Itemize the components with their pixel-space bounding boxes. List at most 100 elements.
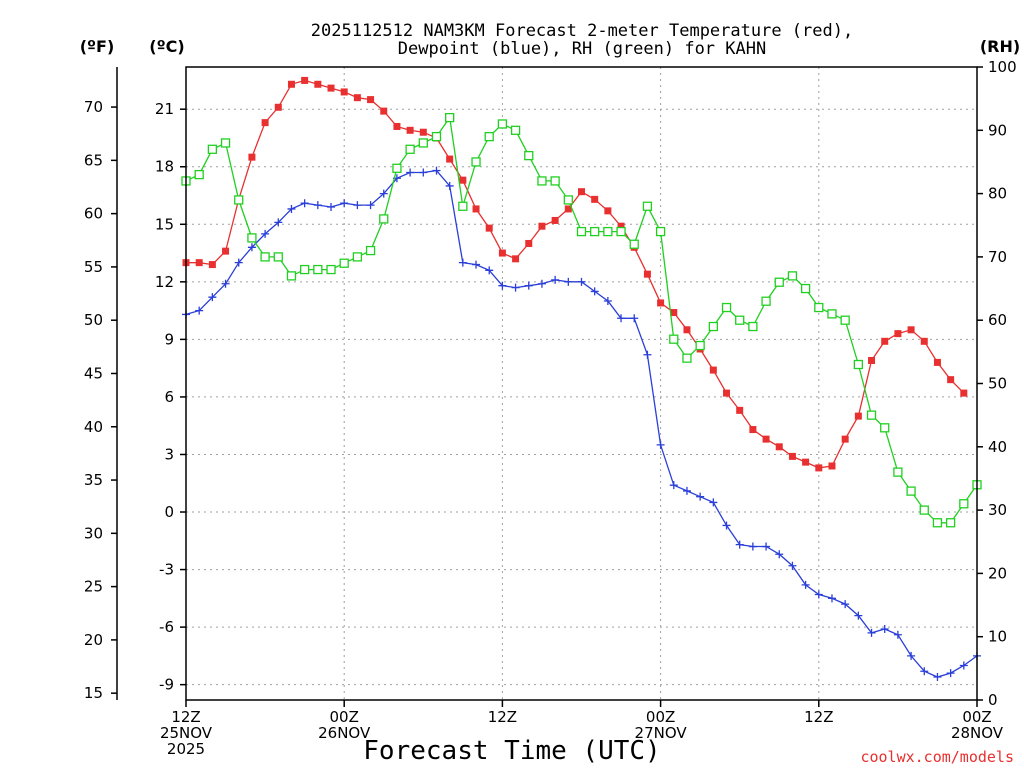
- dewpoint-point: [274, 218, 283, 227]
- dewpoint-point: [313, 201, 322, 210]
- rh-point: [814, 302, 824, 313]
- temperature-point: [248, 153, 256, 161]
- temperature-point: [340, 88, 348, 96]
- rh-point: [418, 138, 428, 148]
- rh-point: [669, 334, 679, 344]
- rh-point: [906, 486, 916, 496]
- temperature-point: [920, 337, 928, 345]
- rh-tick-label: 80: [988, 185, 1007, 203]
- temperature-point: [683, 326, 691, 334]
- dewpoint-point: [458, 258, 467, 267]
- series-line-dewpoint: [185, 169, 978, 678]
- fahrenheit-tick-label: 30: [84, 524, 103, 542]
- rh-tick-label: 50: [988, 375, 1007, 393]
- time-tick-label: 00Z: [646, 708, 675, 726]
- dewpoint-point: [261, 229, 270, 238]
- celsius-tick-label: -9: [159, 676, 174, 694]
- rh-point: [590, 226, 600, 237]
- fahrenheit-tick-label: 35: [84, 471, 103, 489]
- dewpoint-point: [907, 651, 916, 660]
- rh-point: [880, 423, 890, 433]
- temperature-point: [301, 76, 309, 84]
- grid-lines: [186, 67, 977, 700]
- dewpoint-point: [472, 260, 481, 269]
- rh-point: [326, 264, 336, 275]
- rh-point: [629, 239, 639, 249]
- dewpoint-point: [696, 492, 705, 501]
- temperature-point: [512, 255, 520, 263]
- rh-point: [827, 309, 837, 319]
- rh-point: [695, 340, 705, 351]
- temperature-point: [749, 426, 757, 434]
- temperature-point: [788, 452, 796, 460]
- rh-point: [247, 233, 257, 243]
- temperature-point: [208, 261, 216, 269]
- temperature-point: [815, 464, 823, 472]
- temperature-point: [367, 96, 375, 104]
- dewpoint-point: [511, 283, 520, 292]
- rh-point: [405, 144, 415, 154]
- temperature-point: [854, 412, 862, 420]
- dewpoint-point: [221, 279, 230, 288]
- celsius-tick-label: -6: [159, 618, 174, 636]
- dewpoint-point: [340, 199, 349, 208]
- fahrenheit-tick-label: 50: [84, 311, 103, 329]
- temperature-point: [498, 249, 506, 257]
- chart-title-line-1: 2025112512 NAM3KM Forecast 2-meter Tempe…: [311, 21, 853, 41]
- rh-point: [748, 321, 758, 332]
- fahrenheit-tick-label: 60: [84, 205, 103, 223]
- dewpoint-point: [854, 611, 863, 620]
- credit-text: coolwx.com/models: [860, 748, 1014, 766]
- celsius-tick-label: 6: [164, 388, 174, 406]
- temperature-point: [775, 443, 783, 451]
- rh-point: [893, 467, 903, 477]
- rh-point: [840, 315, 850, 325]
- time-tick-label: 00Z: [962, 708, 991, 726]
- dewpoint-point: [195, 306, 204, 315]
- rh-point: [945, 518, 956, 528]
- temperature-point: [960, 389, 968, 397]
- rh-point: [932, 518, 943, 528]
- dewpoint-point: [722, 521, 731, 530]
- plot-frame: [185, 66, 978, 701]
- rh-point: [471, 157, 481, 167]
- time-tick-label: 26NOV: [318, 724, 371, 742]
- temperature-point: [591, 195, 599, 203]
- rh-point: [365, 245, 376, 256]
- dewpoint-point: [946, 669, 955, 678]
- dewpoint-point: [590, 287, 599, 296]
- dewpoint-point: [880, 625, 889, 634]
- temperature-point: [604, 207, 612, 215]
- rh-point: [655, 226, 666, 237]
- series-rh: [181, 112, 982, 528]
- fahrenheit-tick-label: 45: [84, 364, 103, 382]
- celsius-tick-label: 18: [155, 158, 174, 176]
- temperature-point: [261, 119, 269, 127]
- rh-point: [286, 271, 297, 281]
- dewpoint-point: [775, 550, 784, 559]
- dewpoint-point: [867, 628, 876, 637]
- rh-point: [550, 176, 560, 186]
- rh-point: [682, 353, 692, 363]
- dewpoint-point: [208, 293, 217, 302]
- fahrenheit-tick-label: 40: [84, 418, 103, 436]
- fahrenheit-tick-label: 65: [84, 151, 103, 169]
- dewpoint-point: [537, 279, 546, 288]
- dewpoint-point: [234, 258, 243, 267]
- dewpoint-point: [498, 281, 507, 290]
- dewpoint-point: [524, 281, 533, 290]
- rh-tick-label: 90: [988, 121, 1007, 139]
- temperature-point: [287, 80, 295, 88]
- rh-point: [524, 150, 534, 161]
- temperature-point: [446, 155, 454, 163]
- rh-point: [642, 201, 653, 211]
- dewpoint-point: [959, 661, 968, 670]
- celsius-tick-label: 12: [155, 273, 174, 291]
- temperature-point: [881, 337, 889, 345]
- rh-point: [445, 112, 455, 123]
- time-tick-label: 25NOV: [160, 724, 213, 742]
- fahrenheit-axis: 70 65 60 55 50 45 40 35 30 25 20 15: [84, 67, 118, 702]
